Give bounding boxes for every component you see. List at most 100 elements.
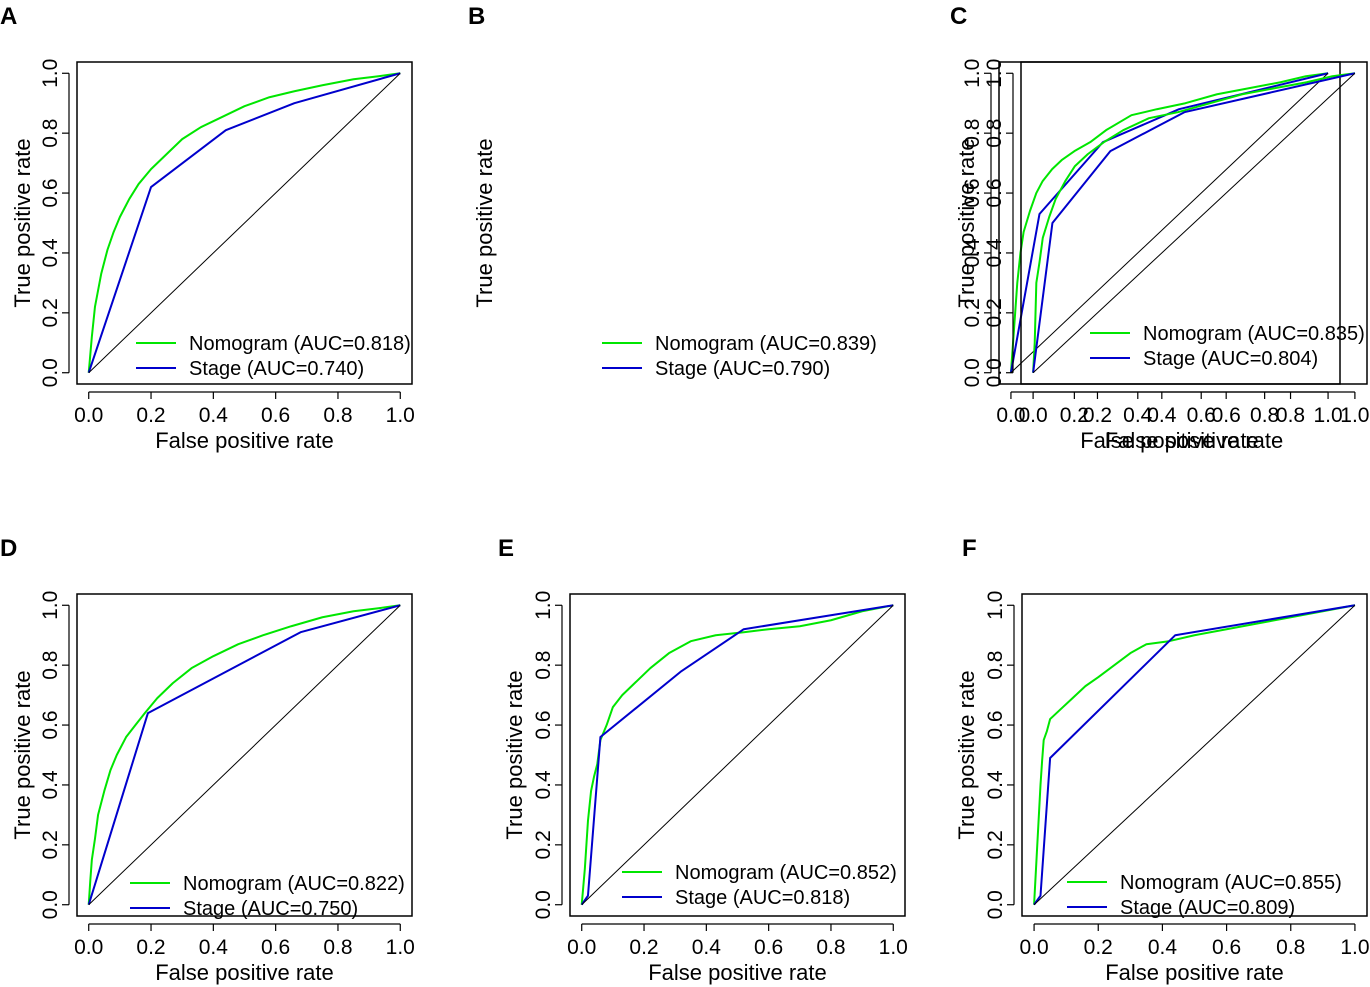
roc-panel-e: E 0.0 0.2 0.4 0.6 0.8 1.0 0.0 0.2 0.4 0.6 0.8 1.0 Fal…	[498, 535, 908, 985]
y-axis-label: True positive rate	[472, 138, 497, 307]
y-tick-label: 0.8	[983, 119, 1006, 148]
legend-stage-label: Stage (AUC=0.750)	[183, 898, 358, 920]
stage-roc-line	[580, 604, 894, 906]
x-tick-label: 0.4	[692, 936, 722, 959]
y-tick-label: 0.8	[961, 119, 984, 148]
x-tick-label: 0.8	[323, 936, 352, 959]
legend-nomogram-label: Nomogram (AUC=0.835)	[1143, 323, 1365, 345]
x-tick-label: 0.0	[567, 936, 596, 959]
x-tick-label: 0.4	[1148, 936, 1178, 959]
nomogram-roc-line	[1032, 72, 1356, 373]
x-tick-label: 0.2	[1083, 404, 1112, 427]
y-tick-label: 0.6	[39, 178, 62, 207]
x-axis-label: False positive rate	[1105, 428, 1284, 453]
y-tick-label: 0.8	[39, 119, 62, 148]
y-tick-label: 0.4	[39, 238, 62, 268]
legend-stage-label: Stage (AUC=0.804)	[1143, 348, 1318, 370]
y-tick-label: 0.8	[532, 651, 555, 680]
panel-letter: F	[962, 535, 977, 562]
legend: Nomogram (AUC=0.818) Stage (AUC=0.740)	[136, 333, 411, 380]
y-tick-label: 0.6	[39, 710, 62, 739]
x-tick-label: 0.4	[1147, 404, 1177, 427]
nomogram-roc-line	[87, 604, 401, 905]
plot-frame	[76, 61, 413, 385]
plot-frame	[76, 593, 413, 917]
legend: Nomogram (AUC=0.855) Stage (AUC=0.809)	[1067, 872, 1342, 919]
x-tick-label: 1.0	[1340, 404, 1369, 427]
legend-stage-label: Stage (AUC=0.809)	[1120, 897, 1295, 919]
y-axis-label: True positive rate	[954, 670, 979, 839]
legend-nomogram-label: Nomogram (AUC=0.822)	[183, 873, 405, 895]
stage-roc-line	[87, 72, 401, 374]
y-tick-label: 0.0	[532, 890, 555, 919]
x-tick-label: 0.2	[1084, 936, 1113, 959]
y-tick-label: 0.4	[532, 770, 555, 800]
x-tick-label: 0.4	[199, 404, 229, 427]
x-tick-label: 0.6	[754, 936, 783, 959]
panel-letter: B	[468, 3, 485, 30]
x-tick-label: 0.0	[74, 936, 103, 959]
x-tick-label: 0.4	[199, 936, 229, 959]
x-tick-label: 1.0	[386, 936, 415, 959]
roc-panel-a: A 0.0 0.2 0.4 0.6 0.8 1.0 0.0 0.2 0.4 0.6 0.8 1.0 Fal…	[0, 3, 415, 453]
legend-nomogram-label: Nomogram (AUC=0.852)	[675, 862, 897, 884]
x-tick-label: 0.8	[1276, 936, 1305, 959]
y-tick-label: 0.4	[983, 238, 1006, 268]
y-axis-label: True positive rate	[10, 138, 35, 307]
y-tick-label: 0.2	[532, 830, 555, 859]
x-axis-label: False positive rate	[155, 428, 334, 453]
y-tick-label: 0.2	[39, 830, 62, 859]
y-tick-label: 1.0	[532, 591, 555, 620]
x-tick-label: 1.0	[879, 936, 908, 959]
y-tick-label: 0.6	[532, 710, 555, 739]
stage-roc-line	[87, 604, 401, 906]
legend: Nomogram (AUC=0.852) Stage (AUC=0.818)	[622, 862, 897, 909]
reference-diagonal-line	[1033, 604, 1356, 906]
nomogram-roc-line	[87, 72, 401, 373]
roc-panel-f: F 0.0 0.2 0.4 0.6 0.8 1.0 0.0 0.2 0.4 0.6 0.8 1.0 Fal…	[954, 535, 1370, 985]
y-tick-label: 0.4	[984, 770, 1007, 800]
panel-letter: E	[498, 535, 514, 562]
x-tick-label: 0.8	[323, 404, 352, 427]
roc-panel-d: D 0.0 0.2 0.4 0.6 0.8 1.0 0.0 0.2 0.4 0.6 0.8 1.0 Fal…	[0, 535, 415, 985]
x-tick-label: 0.8	[1250, 404, 1279, 427]
plot-frame	[1020, 61, 1368, 385]
y-tick-label: 1.0	[961, 59, 984, 88]
legend: Nomogram (AUC=0.839) Stage (AUC=0.790)	[602, 333, 877, 380]
x-tick-label: 0.0	[1019, 936, 1048, 959]
roc-panel-c: C 0.0 0.2 0.4 0.6 0.8 1.0 0.0 0.2 0.4 0.6 0.8 1.0 Fal…	[950, 3, 1369, 453]
y-tick-label: 0.6	[983, 178, 1006, 207]
x-tick-label: 0.6	[261, 404, 290, 427]
x-tick-label: 0.6	[261, 936, 290, 959]
y-tick-label: 1.0	[39, 59, 62, 88]
stage-roc-line	[1032, 72, 1356, 373]
x-tick-label: 0.6	[1212, 936, 1241, 959]
x-axis-label: False positive rate	[1080, 428, 1259, 453]
x-axis-label: False positive rate	[1105, 960, 1284, 985]
y-tick-label: 0.8	[39, 651, 62, 680]
legend-nomogram-label: Nomogram (AUC=0.818)	[189, 333, 411, 355]
x-tick-label: 0.0	[74, 404, 103, 427]
reference-diagonal-line	[88, 604, 401, 906]
legend-nomogram-label: Nomogram (AUC=0.855)	[1120, 872, 1342, 894]
legend-nomogram-label: Nomogram (AUC=0.839)	[655, 333, 877, 355]
y-tick-label: 0.6	[961, 178, 984, 207]
y-tick-label: 0.2	[961, 298, 984, 327]
y-tick-label: 0.2	[984, 830, 1007, 859]
plot-frame	[1021, 593, 1368, 917]
x-tick-label: 0.0	[996, 404, 1025, 427]
nomogram-roc-line	[1033, 604, 1356, 905]
x-tick-label: 0.8	[1276, 404, 1305, 427]
y-tick-label: 0.0	[39, 358, 62, 387]
y-tick-label: 0.2	[39, 298, 62, 327]
y-axis-label: True positive rate	[502, 670, 527, 839]
x-tick-label: 0.6	[1187, 404, 1216, 427]
y-tick-label: 0.2	[983, 298, 1006, 327]
x-tick-label: 1.0	[1313, 404, 1342, 427]
y-tick-label: 1.0	[983, 59, 1006, 88]
legend: Nomogram (AUC=0.822) Stage (AUC=0.750)	[130, 873, 405, 920]
x-axis-label: False positive rate	[648, 960, 827, 985]
y-tick-label: 0.4	[961, 238, 984, 268]
y-tick-label: 0.0	[984, 890, 1007, 919]
